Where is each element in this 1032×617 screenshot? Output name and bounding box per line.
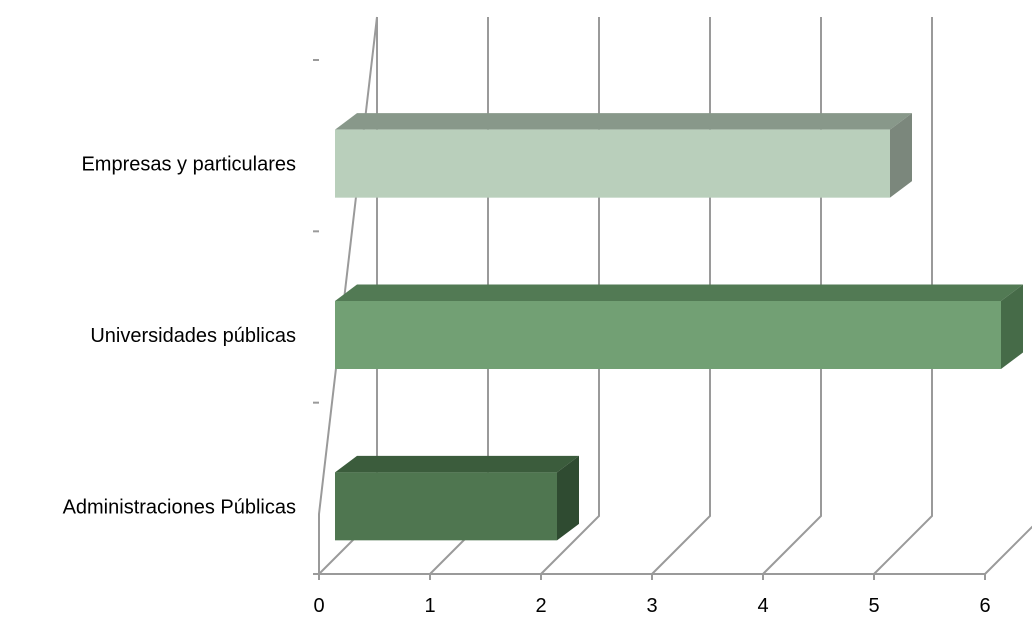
x-tick-label: 2 <box>535 595 546 617</box>
category-label: Universidades públicas <box>90 325 296 347</box>
category-label: Administraciones Públicas <box>63 496 296 518</box>
bar-front-face <box>335 129 890 198</box>
bar <box>335 455 579 541</box>
bar-top-face <box>335 455 579 473</box>
bar-side-face <box>557 455 579 541</box>
x-tick-label: 5 <box>868 595 879 617</box>
bar-side-face <box>1001 284 1023 369</box>
bar <box>335 284 1023 369</box>
bar-front-face <box>335 301 1001 369</box>
category-label: Empresas y particulares <box>81 154 296 176</box>
gridline <box>984 525 1032 575</box>
bar-top-face <box>335 284 1023 301</box>
x-tick-label: 1 <box>424 595 435 617</box>
bar-side-face <box>890 113 912 198</box>
bar-front-face <box>335 472 557 541</box>
gridline <box>873 17 933 575</box>
x-tick-label: 3 <box>646 595 657 617</box>
x-tick-label: 6 <box>979 595 990 617</box>
x-tick-label: 0 <box>313 595 324 617</box>
labels: 0 1 2 3 4 5 6 Administraciones Públicas Universi… <box>63 154 991 617</box>
bar-top-face <box>335 113 912 130</box>
x-tick-label: 4 <box>757 595 768 617</box>
bars <box>335 113 1023 541</box>
bar <box>335 113 912 198</box>
